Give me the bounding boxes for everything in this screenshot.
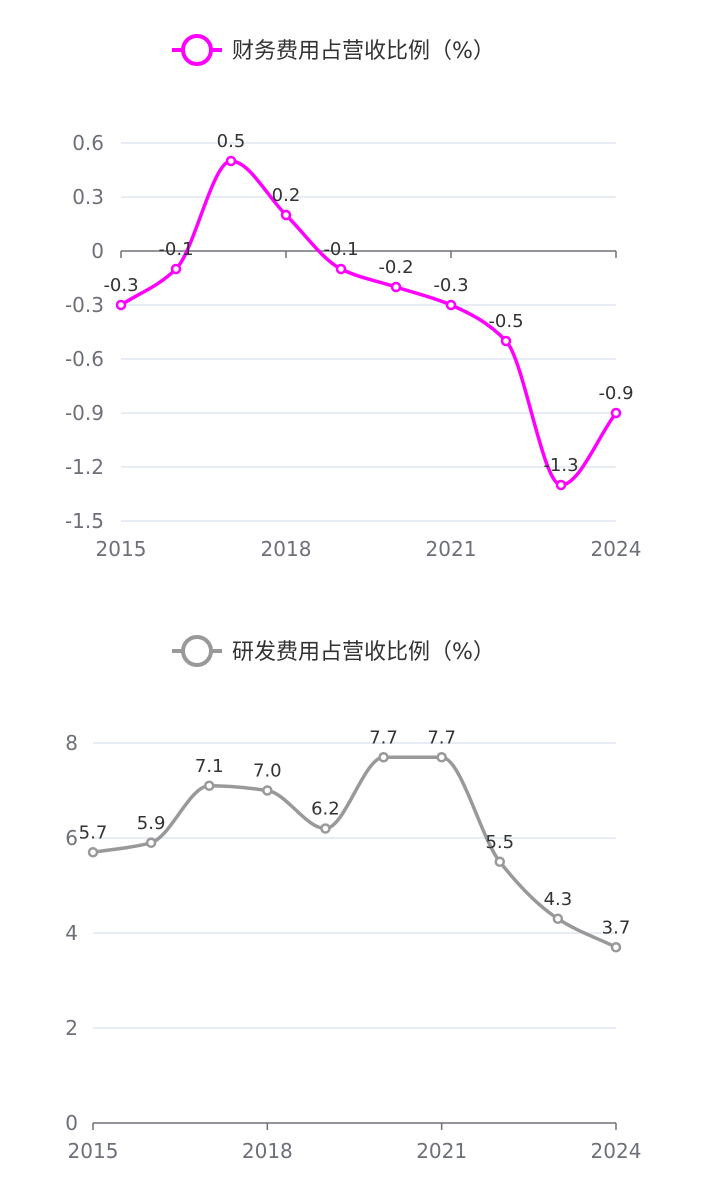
data-label: -0.9 (598, 383, 633, 404)
data-point (500, 335, 512, 347)
data-label: 0.2 (272, 185, 301, 206)
y-tick-label: 6 (65, 826, 78, 850)
data-point (115, 299, 127, 311)
data-point (170, 263, 182, 275)
x-tick-label: 2018 (261, 537, 312, 561)
data-label: 7.1 (195, 756, 224, 777)
series-line (120, 159, 618, 487)
legend-label: 研发费用占营收比例（%） (232, 640, 495, 665)
data-point (436, 752, 447, 763)
y-tick-label: 0 (65, 1111, 78, 1135)
series-line (92, 755, 617, 949)
data-point (445, 299, 457, 311)
y-tick-label: 0.6 (72, 131, 104, 155)
rd-expense-ratio-chart: 研发费用占营收比例（%） 8 6 4 2 0 2015 2018 2021 2024 5.7 5.9 7… (65, 635, 642, 1163)
data-label: -0.1 (158, 239, 193, 260)
data-point (145, 837, 157, 848)
data-label: 7.7 (427, 727, 456, 748)
data-label: -1.3 (543, 455, 578, 476)
x-tick-label: 2024 (591, 537, 642, 561)
data-label: -0.3 (433, 275, 468, 296)
data-label: -0.1 (323, 239, 358, 260)
y-tick-label: 2 (65, 1016, 78, 1040)
data-label: -0.2 (378, 257, 413, 278)
y-tick-label: 8 (65, 731, 78, 755)
x-tick-label: 2015 (96, 537, 147, 561)
y-tick-label: 4 (65, 921, 78, 945)
data-point (203, 780, 215, 791)
data-label: 3.7 (602, 917, 631, 938)
data-point (378, 752, 389, 763)
data-point (552, 913, 564, 924)
data-point (494, 856, 506, 867)
y-tick-label: -0.3 (65, 293, 104, 317)
data-point (610, 942, 622, 953)
data-label: 5.7 (79, 822, 108, 843)
y-tick-label: 0 (91, 239, 104, 263)
x-tick-label: 2024 (591, 1139, 642, 1163)
data-label: 5.5 (485, 832, 514, 853)
data-label: 4.3 (544, 889, 573, 910)
x-tick-label: 2021 (426, 537, 477, 561)
data-point (280, 209, 292, 221)
data-point (390, 281, 402, 293)
y-tick-label: -1.5 (65, 509, 104, 533)
data-label: 5.9 (137, 813, 166, 834)
y-tick-label: -1.2 (65, 455, 104, 479)
data-point (262, 785, 273, 796)
legend-marker-icon (181, 34, 213, 66)
x-tick-label: 2018 (242, 1139, 293, 1163)
data-label: 0.5 (217, 131, 246, 152)
data-label: -0.3 (103, 275, 138, 296)
y-tick-label: 0.3 (72, 185, 104, 209)
data-label: 7.7 (369, 727, 398, 748)
data-point (225, 155, 237, 167)
data-point (335, 263, 347, 275)
legend-label: 财务费用占营收比例（%） (232, 39, 495, 64)
data-point (555, 479, 567, 491)
y-tick-label: -0.9 (65, 401, 104, 425)
x-tick-label: 2021 (416, 1139, 467, 1163)
data-point (87, 847, 99, 858)
x-tick-label: 2015 (68, 1139, 119, 1163)
finance-expense-ratio-chart: 财务费用占营收比例（%） 0.6 0.3 0 -0.3 -0.6 -0.9 -1.2 -1.5 2… (65, 34, 642, 561)
y-tick-label: -0.6 (65, 347, 104, 371)
legend: 财务费用占营收比例（%） (172, 34, 495, 66)
data-label: 7.0 (253, 761, 282, 782)
data-label: -0.5 (488, 311, 523, 332)
legend-marker-icon (181, 635, 213, 667)
data-point (320, 823, 331, 834)
data-label: 6.2 (311, 799, 340, 820)
legend: 研发费用占营收比例（%） (172, 635, 495, 667)
data-point (610, 407, 622, 419)
